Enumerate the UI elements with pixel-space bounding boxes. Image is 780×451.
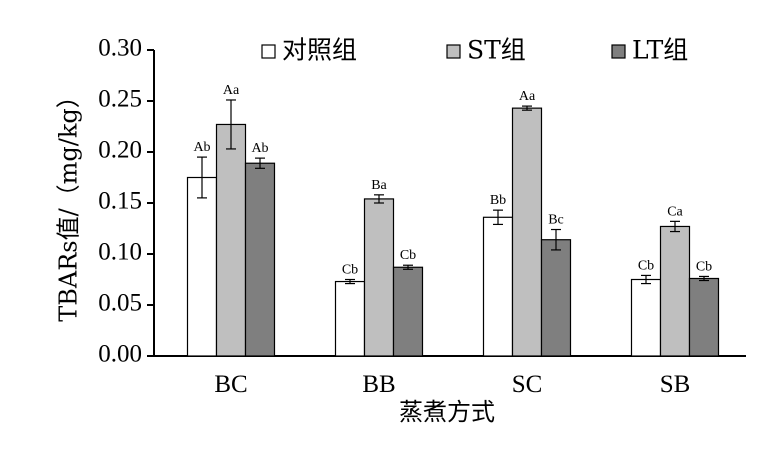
y-tick-label: 0.20 xyxy=(98,137,142,164)
y-tick-label: 0.05 xyxy=(98,290,142,317)
legend-label: ST组 xyxy=(467,36,526,65)
legend-swatch xyxy=(446,44,461,59)
significance-label: Aa xyxy=(519,89,536,104)
bar xyxy=(482,216,514,357)
bar xyxy=(511,107,543,357)
bar xyxy=(334,280,366,357)
bar xyxy=(363,198,395,357)
legend-swatch xyxy=(261,44,276,59)
y-tick-label: 0.15 xyxy=(98,188,142,215)
bar xyxy=(630,278,662,357)
significance-label: Cb xyxy=(342,263,358,278)
significance-label: Cb xyxy=(400,248,416,263)
x-tick-label: BC xyxy=(214,371,247,398)
y-tick-label: 0.10 xyxy=(98,239,142,266)
x-axis-title: 蒸煮方式 xyxy=(399,398,495,426)
legend-swatch xyxy=(611,44,626,59)
significance-label: Ab xyxy=(251,141,268,156)
y-tick-label: 0.25 xyxy=(98,86,142,113)
bar xyxy=(215,123,247,357)
plot-area: 0.00 0.05 0.10 0.15 0.20 0.25 0.30 Ab Aa Ab BC Cb Ba… xyxy=(98,35,746,398)
bar xyxy=(392,266,424,357)
bar xyxy=(688,277,720,357)
significance-label: Bc xyxy=(548,213,564,228)
legend-label: 对照组 xyxy=(282,36,357,65)
x-tick-label: SC xyxy=(512,371,543,398)
bar xyxy=(244,162,276,357)
bar xyxy=(659,225,691,357)
significance-label: Cb xyxy=(696,259,712,274)
y-tick-label: 0.30 xyxy=(98,35,142,62)
x-tick-label: SB xyxy=(660,371,691,398)
significance-label: Ba xyxy=(371,178,387,193)
significance-label: Bb xyxy=(490,193,506,208)
y-axis-title: TBARs值/（mg/kg） xyxy=(55,84,83,322)
significance-label: Cb xyxy=(638,258,654,273)
bar xyxy=(540,239,572,357)
significance-label: Ca xyxy=(667,204,683,219)
significance-label: Ab xyxy=(193,140,210,155)
bar xyxy=(186,176,218,357)
significance-label: Aa xyxy=(223,83,240,98)
x-tick-label: BB xyxy=(362,371,395,398)
y-tick-label: 0.00 xyxy=(98,341,142,368)
legend-label: LT组 xyxy=(632,36,688,65)
